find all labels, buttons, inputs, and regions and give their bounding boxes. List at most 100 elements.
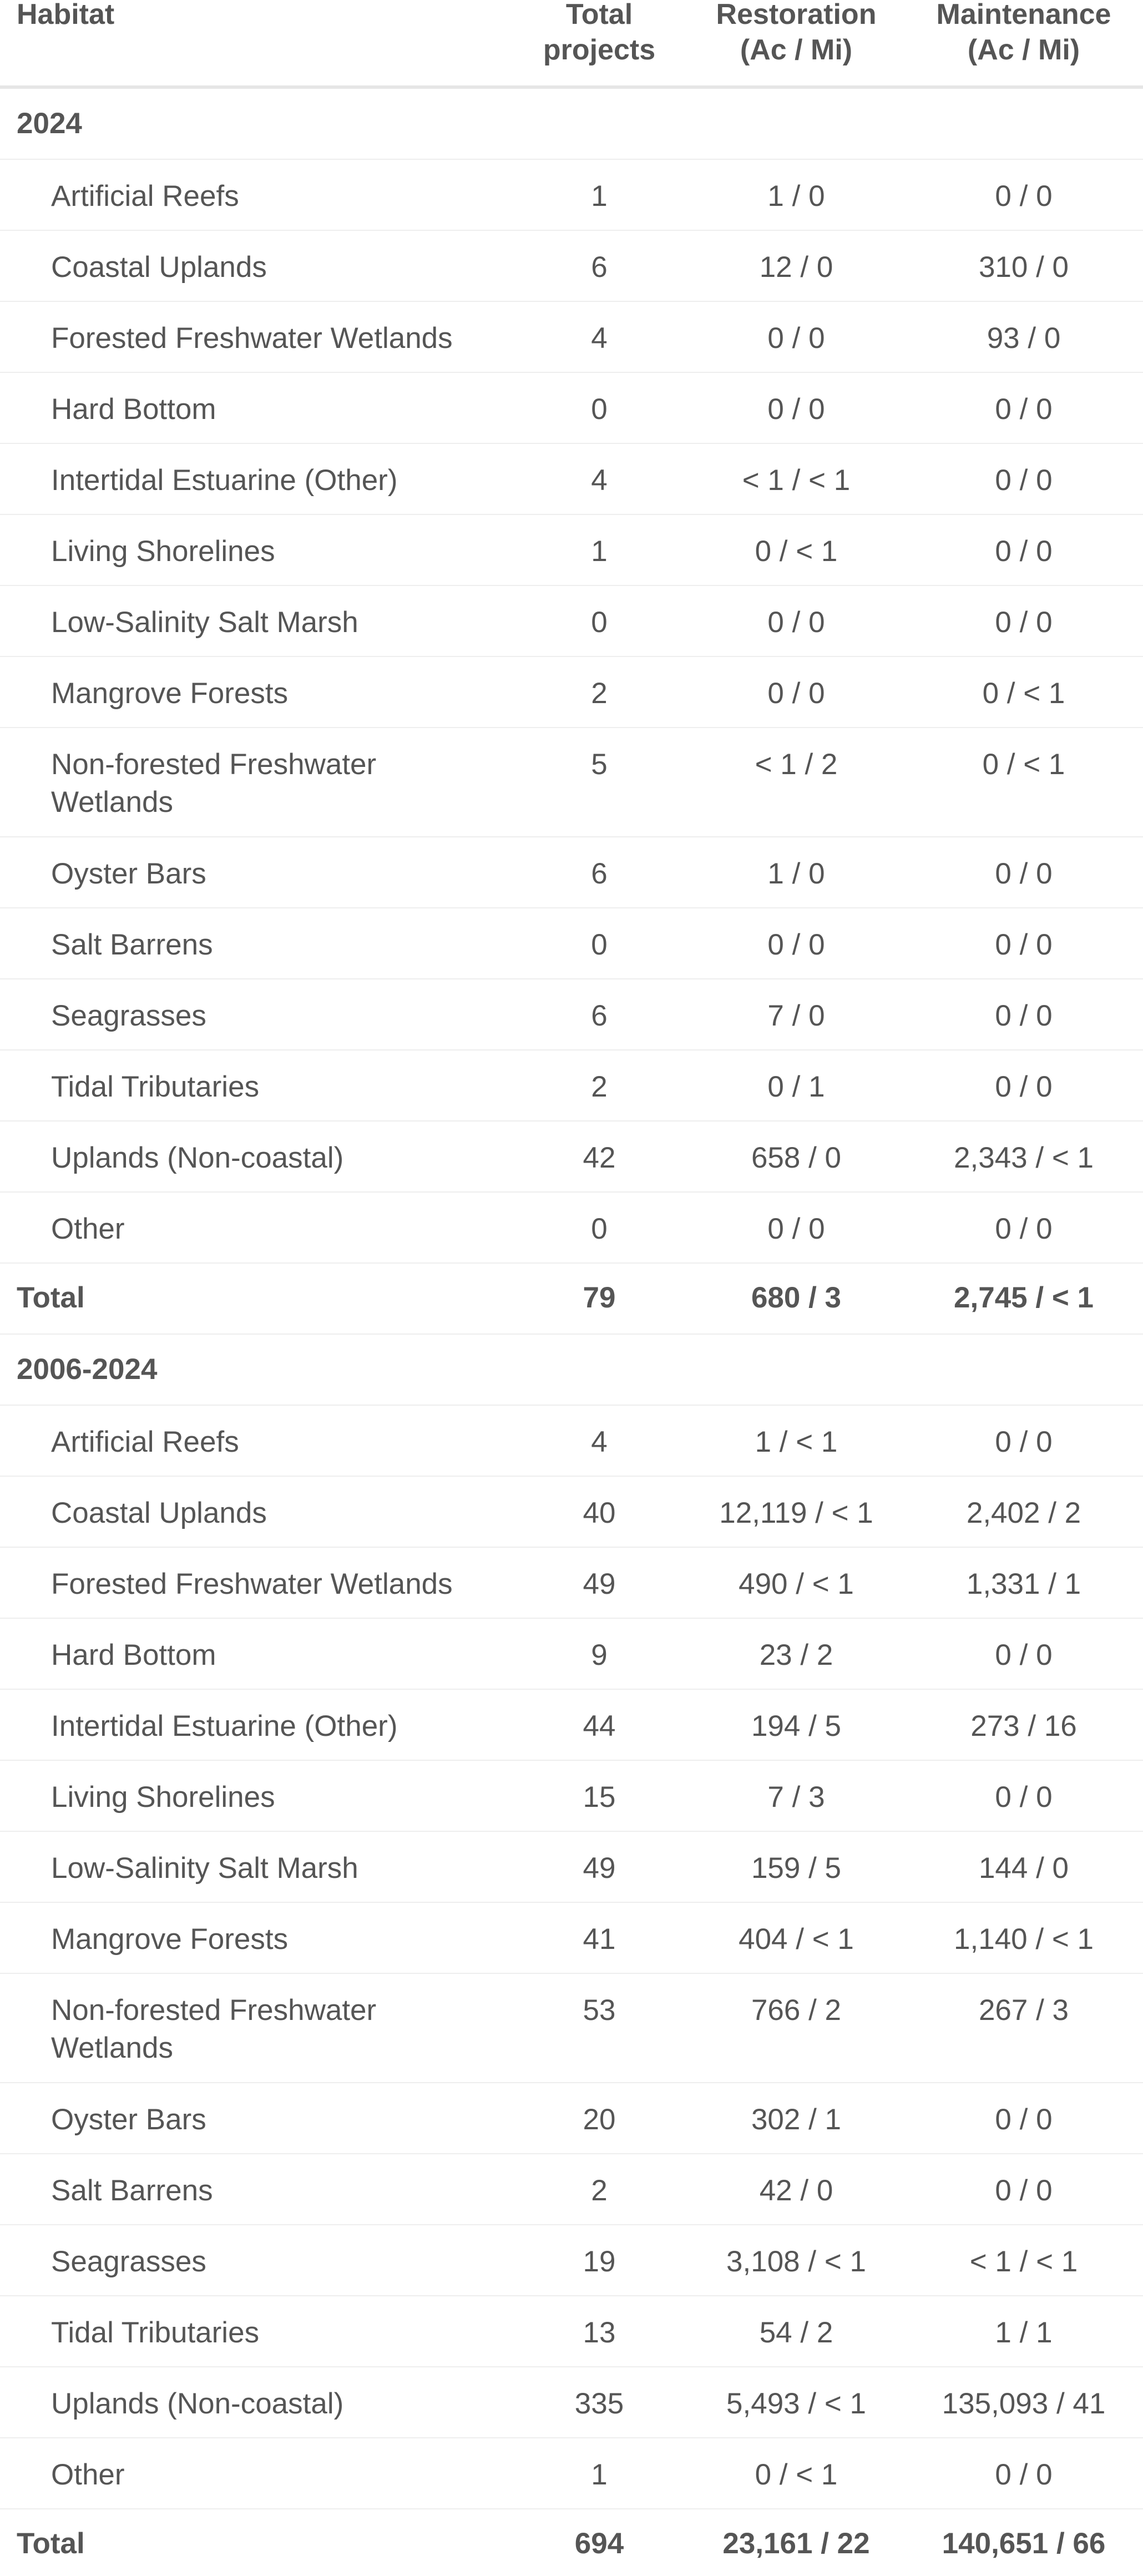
total-projects-cell: 49 (583, 1568, 616, 1600)
maintenance-cell: 1 / 1 (995, 2316, 1053, 2349)
maintenance-cell: 1,140 / < 1 (954, 1923, 1094, 1956)
habitat-cell: Living Shorelines (51, 535, 275, 568)
maintenance-cell: 0 / < 1 (982, 748, 1065, 781)
total-projects-cell: 9 (591, 1639, 608, 1671)
table-row: Oyster Bars 6 1 / 0 0 / 0 (0, 837, 1143, 908)
table-row: Non-forested Freshwater Wetlands 53 766 / … (0, 1974, 1143, 2083)
maintenance-cell: 1,331 / 1 (966, 1568, 1081, 1600)
restoration-cell: 1 / 0 (767, 180, 825, 213)
habitat-cell: Intertidal Estuarine (Other) (51, 464, 398, 497)
column-header-total-projects[interactable]: Total projects (543, 0, 656, 66)
total-row: Total 79 680 / 3 2,745 / < 1 (0, 1264, 1143, 1335)
total-projects-cell: 19 (583, 2245, 616, 2278)
column-header-habitat[interactable]: Habitat (17, 0, 115, 31)
table-row: Other 0 0 / 0 0 / 0 (0, 1193, 1143, 1264)
table-row: Salt Barrens 2 42 / 0 0 / 0 (0, 2154, 1143, 2225)
table-row: Tidal Tributaries 2 0 / 1 0 / 0 (0, 1050, 1143, 1122)
table-row: Uplands (Non-coastal) 42 658 / 0 2,343 / < … (0, 1122, 1143, 1193)
maintenance-cell: 2,402 / 2 (966, 1497, 1081, 1529)
habitat-cell: Mangrove Forests (51, 1923, 289, 1956)
restoration-cell: 12,119 / < 1 (719, 1497, 873, 1529)
group-header-row: 2024 (0, 89, 1143, 160)
total-projects-cell: 2 (591, 1070, 608, 1103)
table-row: Intertidal Estuarine (Other) 44 194 / 5 273… (0, 1690, 1143, 1761)
total-projects-cell: 6 (591, 857, 608, 890)
maintenance-cell: 135,093 / 41 (942, 2387, 1106, 2420)
restoration-cell: 404 / < 1 (739, 1923, 854, 1956)
maintenance-cell: 267 / 3 (978, 1994, 1069, 2027)
restoration-cell: 0 / 0 (767, 928, 825, 961)
table-row: Mangrove Forests 2 0 / 0 0 / < 1 (0, 657, 1143, 728)
habitat-cell: Coastal Uplands (51, 251, 267, 284)
total-projects-cell: 40 (583, 1497, 616, 1529)
total-projects-cell: 1 (591, 535, 608, 568)
maintenance-cell: 0 / 0 (995, 2103, 1053, 2136)
maintenance-cell: 310 / 0 (978, 251, 1069, 284)
table-row: Other 1 0 / < 1 0 / 0 (0, 2438, 1143, 2509)
column-header-restoration[interactable]: Restoration (Ac / Mi) (716, 0, 877, 66)
column-header-maintenance[interactable]: Maintenance (Ac / Mi) (936, 0, 1111, 66)
maintenance-cell: 0 / 0 (995, 1639, 1053, 1671)
restoration-cell: 194 / 5 (751, 1710, 842, 1742)
total-projects-cell: 4 (591, 1426, 608, 1458)
total-projects-cell: 694 (574, 2527, 624, 2560)
restoration-cell: 0 / 0 (767, 606, 825, 639)
habitat-cell: Artificial Reefs (51, 1426, 239, 1458)
table-row: Hard Bottom 0 0 / 0 0 / 0 (0, 373, 1143, 444)
total-projects-cell: 0 (591, 1213, 608, 1245)
habitat-cell: Non-forested Freshwater Wetlands (51, 1994, 377, 2064)
habitat-cell: Hard Bottom (51, 1639, 216, 1671)
habitat-cell: Oyster Bars (51, 857, 206, 890)
habitat-cell: Tidal Tributaries (51, 2316, 260, 2349)
table-row: Salt Barrens 0 0 / 0 0 / 0 (0, 908, 1143, 979)
total-projects-cell: 0 (591, 928, 608, 961)
table-row: Uplands (Non-coastal) 335 5,493 / < 1 135,0… (0, 2367, 1143, 2438)
table-row: Non-forested Freshwater Wetlands 5 < 1 / 2… (0, 728, 1143, 837)
restoration-cell: 23,161 / 22 (722, 2527, 870, 2560)
maintenance-cell: 0 / 0 (995, 535, 1053, 568)
total-projects-cell: 20 (583, 2103, 616, 2136)
table-row: Coastal Uplands 6 12 / 0 310 / 0 (0, 231, 1143, 302)
restoration-cell: 302 / 1 (751, 2103, 842, 2136)
table-row: Low-Salinity Salt Marsh 49 159 / 5 144 / 0 (0, 1832, 1143, 1903)
habitat-cell: Salt Barrens (51, 928, 213, 961)
restoration-cell: 42 / 0 (759, 2174, 833, 2207)
restoration-cell: 0 / 0 (767, 677, 825, 710)
habitat-cell: Hard Bottom (51, 393, 216, 426)
total-projects-cell: 4 (591, 322, 608, 355)
total-projects-cell: 2 (591, 677, 608, 710)
total-projects-cell: 6 (591, 251, 608, 284)
restoration-cell: 658 / 0 (751, 1141, 842, 1174)
habitat-cell: Mangrove Forests (51, 677, 289, 710)
habitat-cell: Uplands (Non-coastal) (51, 2387, 344, 2420)
restoration-cell: 0 / 0 (767, 1213, 825, 1245)
restoration-cell: 7 / 0 (767, 999, 825, 1032)
table-row: Tidal Tributaries 13 54 / 2 1 / 1 (0, 2296, 1143, 2367)
total-label-cell: Total (17, 2527, 85, 2560)
table-row: Living Shorelines 15 7 / 3 0 / 0 (0, 1761, 1143, 1832)
maintenance-cell: 144 / 0 (978, 1852, 1069, 1885)
table-row: Forested Freshwater Wetlands 49 490 / < 1 1… (0, 1548, 1143, 1619)
habitat-cell: Seagrasses (51, 999, 206, 1032)
habitat-cell: Low-Salinity Salt Marsh (51, 606, 358, 639)
restoration-cell: 12 / 0 (759, 251, 833, 284)
total-row: Total 694 23,161 / 22 140,651 / 66 (0, 2509, 1143, 2576)
group-title: 2024 (17, 107, 82, 140)
table-row: Coastal Uplands 40 12,119 / < 1 2,402 / 2 (0, 1477, 1143, 1548)
habitat-cell: Oyster Bars (51, 2103, 206, 2136)
table-row: Hard Bottom 9 23 / 2 0 / 0 (0, 1619, 1143, 1690)
table-row: Forested Freshwater Wetlands 4 0 / 0 93 / 0 (0, 302, 1143, 373)
total-projects-cell: 5 (591, 748, 608, 781)
total-projects-cell: 53 (583, 1994, 616, 2027)
total-projects-cell: 4 (591, 464, 608, 497)
total-projects-cell: 41 (583, 1923, 616, 1956)
total-projects-cell: 49 (583, 1852, 616, 1885)
total-projects-cell: 6 (591, 999, 608, 1032)
restoration-cell: 0 / 0 (767, 322, 825, 355)
total-projects-cell: 2 (591, 2174, 608, 2207)
restoration-cell: 23 / 2 (759, 1639, 833, 1671)
restoration-cell: 490 / < 1 (739, 1568, 854, 1600)
habitat-cell: Salt Barrens (51, 2174, 213, 2207)
total-projects-cell: 44 (583, 1710, 616, 1742)
restoration-cell: 0 / < 1 (755, 535, 838, 568)
